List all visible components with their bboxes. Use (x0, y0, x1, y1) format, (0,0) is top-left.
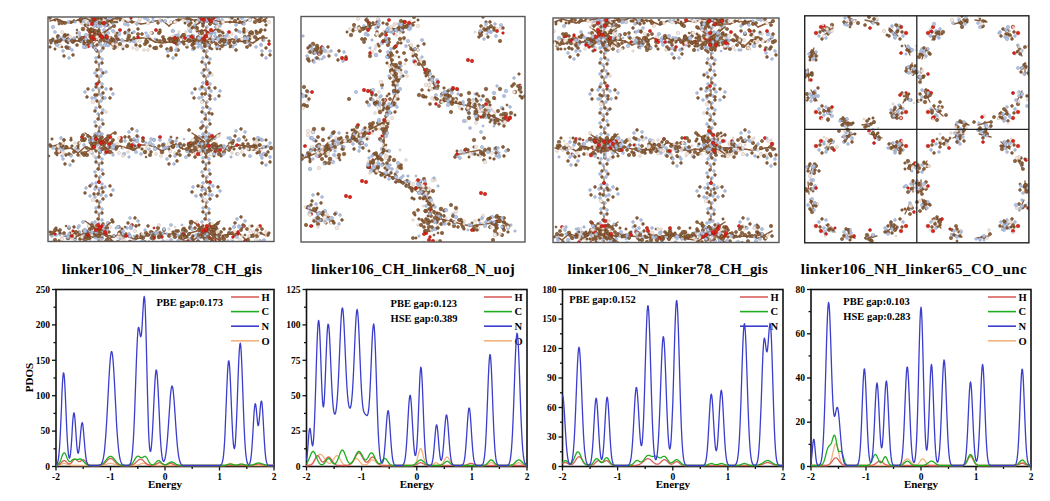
svg-text:H: H (262, 292, 270, 303)
svg-text:0: 0 (800, 462, 805, 472)
svg-text:-1: -1 (107, 472, 115, 482)
svg-text:30: 30 (547, 432, 557, 442)
svg-text:N: N (262, 321, 270, 332)
svg-text:N: N (1019, 321, 1027, 332)
svg-text:C: C (1019, 306, 1027, 317)
svg-text:N: N (515, 321, 523, 332)
svg-text:PBE gap:0.173: PBE gap:0.173 (156, 297, 223, 308)
svg-text:-2: -2 (52, 472, 60, 482)
svg-text:2: 2 (272, 472, 277, 482)
svg-text:N: N (771, 321, 779, 332)
svg-text:Energy: Energy (400, 478, 435, 490)
svg-text:-2: -2 (303, 472, 311, 482)
svg-text:1: 1 (217, 472, 222, 482)
svg-text:60: 60 (796, 329, 806, 339)
svg-text:-1: -1 (358, 472, 366, 482)
svg-text:C: C (262, 306, 270, 317)
svg-text:linker106_CH_linker68_N_uoj: linker106_CH_linker68_N_uoj (311, 261, 515, 277)
svg-text:Energy: Energy (148, 478, 183, 490)
svg-text:75: 75 (291, 356, 301, 366)
svg-text:100: 100 (286, 320, 301, 330)
svg-text:80: 80 (796, 285, 806, 295)
svg-text:-2: -2 (559, 472, 567, 482)
svg-text:250: 250 (36, 285, 51, 295)
svg-text:0: 0 (296, 462, 301, 472)
svg-text:O: O (262, 336, 270, 347)
svg-text:PBE gap:0.152: PBE gap:0.152 (569, 294, 636, 305)
svg-text:-1: -1 (862, 472, 870, 482)
svg-text:PBE gap:0.103: PBE gap:0.103 (843, 296, 910, 307)
svg-text:50: 50 (41, 426, 51, 436)
svg-text:125: 125 (286, 285, 301, 295)
svg-text:2: 2 (781, 472, 786, 482)
svg-text:25: 25 (291, 426, 301, 436)
svg-text:20: 20 (796, 417, 806, 427)
svg-text:-1: -1 (614, 472, 622, 482)
svg-text:2: 2 (525, 472, 530, 482)
svg-text:0: 0 (552, 462, 557, 472)
svg-text:linker106_N_linker78_CH_gis: linker106_N_linker78_CH_gis (568, 261, 768, 277)
svg-text:Energy: Energy (904, 478, 939, 490)
svg-text:180: 180 (542, 285, 557, 295)
svg-text:200: 200 (36, 320, 51, 330)
svg-text:0: 0 (45, 462, 50, 472)
svg-text:C: C (771, 306, 779, 317)
svg-text:H: H (1019, 292, 1027, 303)
svg-text:150: 150 (36, 356, 51, 366)
svg-text:1: 1 (726, 472, 731, 482)
svg-text:H: H (771, 292, 779, 303)
svg-text:120: 120 (542, 344, 557, 354)
svg-text:HSE gap:0.283: HSE gap:0.283 (843, 311, 910, 322)
svg-text:100: 100 (36, 391, 51, 401)
svg-text:PDOS: PDOS (23, 363, 35, 392)
svg-text:linker106_NH_linker65_CO_unc: linker106_NH_linker65_CO_unc (801, 261, 1028, 277)
svg-text:50: 50 (291, 391, 301, 401)
svg-text:PBE gap:0.123: PBE gap:0.123 (391, 298, 458, 309)
svg-text:linker106_N_linker78_CH_gis: linker106_N_linker78_CH_gis (62, 261, 262, 277)
svg-text:60: 60 (547, 403, 557, 413)
svg-text:2: 2 (1029, 472, 1034, 482)
svg-text:90: 90 (547, 373, 557, 383)
svg-text:1: 1 (470, 472, 475, 482)
svg-text:O: O (1019, 336, 1027, 347)
svg-text:H: H (515, 292, 523, 303)
svg-text:Energy: Energy (656, 478, 691, 490)
svg-text:C: C (515, 306, 523, 317)
svg-text:40: 40 (796, 373, 806, 383)
svg-text:150: 150 (542, 314, 557, 324)
svg-text:-2: -2 (807, 472, 815, 482)
svg-text:HSE gap:0.389: HSE gap:0.389 (391, 313, 458, 324)
svg-text:1: 1 (974, 472, 979, 482)
